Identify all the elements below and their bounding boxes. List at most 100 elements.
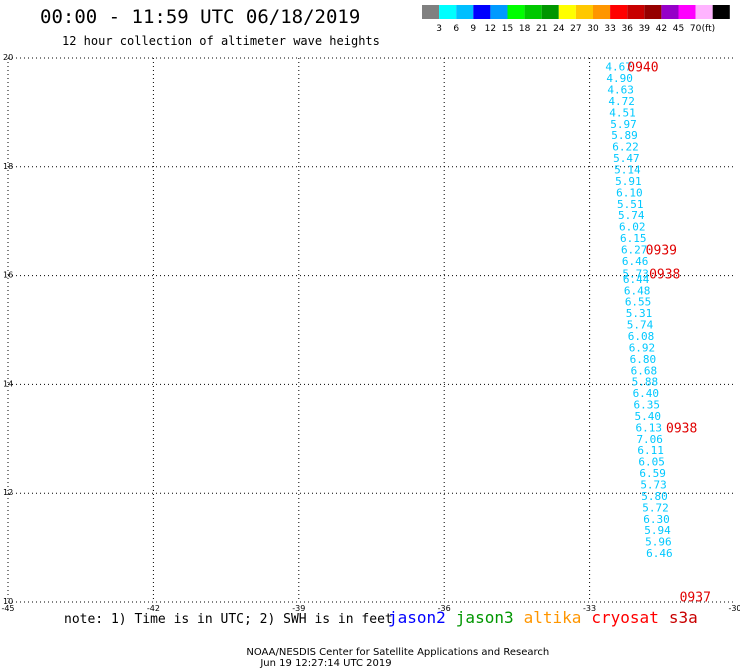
wave-height-value: 6.68 [631,364,658,377]
satellite-legend-jason3: jason3 [455,608,514,627]
wave-height-value: 6.40 [633,387,660,400]
wave-height-value: 7.06 [636,433,663,446]
color-scale-label: 36 [621,24,633,34]
wave-height-value: 5.74 [618,209,645,222]
color-swatch [439,5,457,19]
wave-height-value: 6.22 [612,141,639,154]
color-scale-label: 30 [587,24,599,34]
wave-height-value: 6.35 [634,399,661,412]
y-tick-label: 14 [3,379,13,388]
color-scale-label: 6 [453,24,459,34]
color-swatch [558,5,576,19]
color-scale-label: 12 [485,24,496,34]
wave-height-value: 5.91 [615,175,642,188]
color-swatch [610,5,628,19]
color-swatch [712,5,730,19]
color-swatch [490,5,508,19]
wave-height-value: 6.08 [628,330,655,343]
wave-height-value: 5.97 [610,118,637,131]
color-scale-label: 27 [570,24,581,34]
wave-height-value: 5.51 [617,198,644,211]
color-scale-label: 21 [536,24,547,34]
color-scale-label: 45 [673,24,684,34]
wave-height-value: 5.94 [644,524,671,537]
wave-height-value: 5.74 [627,319,654,332]
wave-height-value: 6.05 [638,456,665,469]
y-tick-label: 12 [3,488,13,497]
wave-height-value: 5.40 [635,410,662,423]
wave-height-value: 5.96 [645,536,672,549]
wave-height-value: 5.73 [640,478,667,491]
wave-height-value: 6.44 [623,273,650,286]
wave-height-value: 5.80 [641,490,668,503]
color-scale-label: 42 [656,24,667,34]
x-tick-label: -33 [583,604,596,613]
wave-height-value: 4.90 [606,72,633,85]
color-swatch [541,5,559,19]
wave-height-value: 4.72 [608,95,635,108]
x-tick-label: -39 [292,604,305,613]
satellite-legend-altika: altika [523,608,582,627]
footer-org: NOAA/NESDIS Center for Satellite Applica… [246,647,550,658]
time-label: 0938 [649,267,680,282]
wave-height-value: 4.51 [609,106,636,119]
x-tick-label: -30 [728,604,740,613]
wave-height-value: 6.11 [637,444,664,457]
x-tick-label: -36 [438,604,451,613]
wave-height-value: 6.15 [620,232,647,245]
wave-height-value: 6.02 [619,221,646,234]
color-scale-label: 70 [690,24,702,34]
wave-height-value: 5.47 [613,152,640,165]
satellite-legend: jason2 jason3 altika cryosat s3a [388,608,708,627]
wave-height-value: 6.27 [621,243,648,256]
wave-height-value: 6.10 [616,186,643,199]
wave-height-value: 5.72 [642,501,669,514]
wave-height-value: 5.89 [611,129,638,142]
satellite-legend-s3a: s3a [668,608,698,627]
color-scale-label: 9 [470,24,476,34]
wave-height-value: 6.48 [624,284,651,297]
color-scale-label: 24 [553,24,565,34]
color-swatch [695,5,713,19]
color-scale-label: 18 [519,24,531,34]
time-label: 0940 [627,61,658,76]
wave-height-value: 5.88 [632,376,659,389]
color-swatch [661,5,679,19]
color-swatch [422,5,440,19]
wave-height-value: 4.63 [607,84,634,97]
y-tick-label: 10 [3,597,13,606]
y-tick-label: 16 [3,271,13,280]
time-label: 0938 [666,421,697,436]
y-tick-label: 20 [3,53,13,62]
wave-height-value: 4.67 [605,61,632,74]
x-tick-label: -42 [147,604,160,613]
color-swatch [593,5,611,19]
footer: NOAA/NESDIS Center for Satellite Applica… [240,636,549,669]
satellite-legend-cryosat: cryosat [591,608,659,627]
color-scale-unit: (ft) [702,24,716,34]
wave-height-value: 6.55 [625,296,652,309]
time-label: 0937 [680,591,711,606]
wave-height-value: 6.30 [643,513,670,526]
color-swatch [524,5,542,19]
color-swatch [627,5,645,19]
color-swatch [644,5,662,19]
color-swatch [473,5,491,19]
chart-subtitle: 12 hour collection of altimeter wave hei… [62,34,380,48]
wave-height-value: 6.59 [639,467,666,480]
wave-height-value: 6.46 [622,255,649,268]
wave-height-value: 5.14 [614,164,641,177]
color-scale-label: 15 [502,24,513,34]
color-scale-legend: 3 6 9 12 15 18 21 24 27 30 33 36 39 42 45 70 (ft) [422,5,730,34]
wave-height-value: 5.31 [626,307,653,320]
wave-height-value: 6.80 [630,353,657,366]
color-swatch [456,5,474,19]
wave-height-value: 6.92 [629,341,656,354]
color-swatch [575,5,593,19]
color-swatch [507,5,525,19]
wave-height-value: 5.73 [622,267,649,280]
x-tick-label: -45 [1,604,14,613]
chart-title: 00:00 - 11:59 UTC 06/18/2019 [40,6,361,28]
satellite-legend-jason2: jason2 [388,608,446,627]
color-scale-label: 33 [604,24,615,34]
